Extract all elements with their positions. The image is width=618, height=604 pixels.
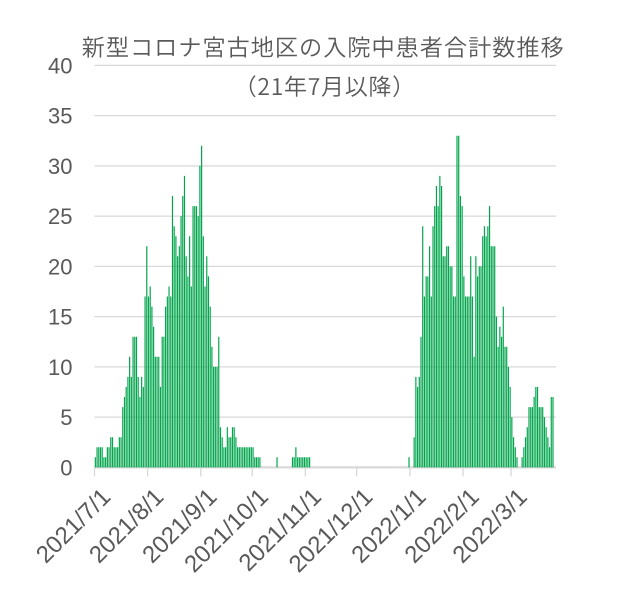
svg-text:15: 15 — [48, 305, 72, 330]
svg-text:0: 0 — [60, 455, 72, 480]
svg-text:30: 30 — [48, 154, 72, 179]
svg-text:25: 25 — [48, 204, 72, 229]
svg-text:10: 10 — [48, 355, 72, 380]
svg-text:5: 5 — [60, 405, 72, 430]
svg-text:20: 20 — [48, 254, 72, 279]
svg-text:35: 35 — [48, 104, 72, 129]
svg-text:40: 40 — [48, 53, 72, 78]
